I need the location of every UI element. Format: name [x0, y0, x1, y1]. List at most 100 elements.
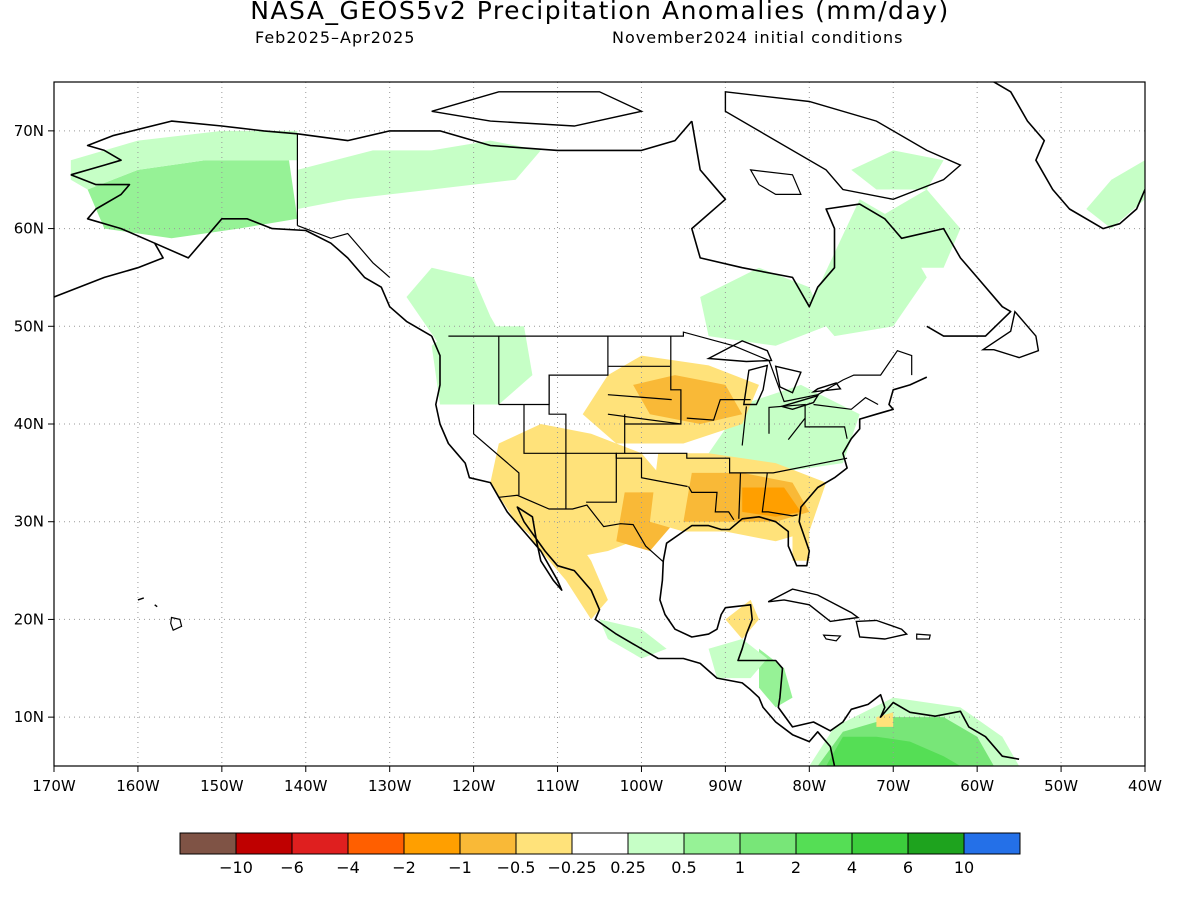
colorbar: −10 −6 −4 −2 −1 −0.5 −0.25 0.25 0.5 1 2 4 6 10 — [179, 832, 1021, 877]
lat-tick-label: 60N — [14, 220, 44, 238]
oahu — [154, 604, 158, 608]
axis-ticks: 170W 160W 150W 140W 130W 120W 110W 100W 90W 80W 70… — [14, 122, 1162, 795]
colorbar-label: 0.5 — [671, 858, 696, 877]
lon-tick-label: 170W — [32, 777, 76, 795]
alaska-south-coast — [154, 218, 433, 337]
greenland-west-coast — [992, 82, 1145, 230]
anomaly-patch — [859, 189, 961, 268]
lon-tick-label: 110W — [536, 777, 580, 795]
cuba — [767, 588, 860, 623]
colorbar-swatch — [851, 832, 909, 855]
lat-tick-label: 10N — [14, 708, 44, 726]
state-border — [761, 472, 798, 517]
colorbar-label: −10 — [219, 858, 253, 877]
colorbar-label: 6 — [903, 858, 913, 877]
graticule — [54, 82, 1145, 766]
colorbar-label: 4 — [847, 858, 857, 877]
state-border — [813, 396, 879, 410]
initial-conditions-label: November2024 initial conditions — [612, 28, 904, 47]
state-border — [741, 406, 747, 446]
newfoundland — [980, 310, 1040, 359]
colorbar-swatch — [739, 832, 797, 855]
lon-tick-label: 40W — [1128, 777, 1162, 795]
colorbar-swatch — [179, 832, 237, 855]
anomaly-patch — [633, 375, 743, 424]
forecast-period: Feb2025–Apr2025 — [255, 28, 416, 47]
state-border — [548, 375, 567, 509]
colorbar-swatch — [515, 832, 573, 855]
colorbar-swatch — [627, 832, 685, 855]
state-border — [607, 394, 672, 401]
anomaly-patch — [515, 502, 608, 620]
colorbar-label: 2 — [791, 858, 801, 877]
lon-tick-label: 130W — [368, 777, 412, 795]
colorbar-label: 10 — [954, 858, 974, 877]
state-border — [624, 452, 848, 474]
canada-arctic-coast — [297, 120, 693, 152]
state-border — [607, 336, 682, 425]
lat-tick-label: 70N — [14, 122, 44, 140]
colorbar-swatch — [403, 832, 461, 855]
lon-tick-label: 70W — [876, 777, 910, 795]
anomaly-patch — [700, 267, 827, 346]
hawaii — [170, 616, 183, 632]
lake-erie — [779, 394, 820, 411]
lake-michigan — [742, 364, 769, 406]
colorbar-label: −4 — [336, 858, 360, 877]
lon-tick-label: 120W — [452, 777, 496, 795]
anomaly-patch — [431, 326, 533, 405]
colorbar-swatch — [795, 832, 853, 855]
anomaly-patch — [1086, 160, 1145, 229]
map-title: NASA_GEOS5v2 Precipitation Anomalies (mm… — [250, 0, 950, 25]
hispaniola — [855, 619, 909, 640]
lon-tick-label: 150W — [200, 777, 244, 795]
anomaly-patch — [792, 531, 810, 561]
baffin-island — [724, 91, 962, 201]
colorbar-swatch — [459, 832, 517, 855]
lon-tick-label: 90W — [708, 777, 742, 795]
colorbar-label: 1 — [735, 858, 745, 877]
anomaly-patch — [599, 619, 667, 659]
alaska-north-coast — [70, 120, 298, 176]
anomaly-shading — [70, 130, 1145, 766]
lat-tick-label: 20N — [14, 610, 44, 628]
lat-tick-label: 50N — [14, 317, 44, 335]
colorbar-swatch — [347, 832, 405, 855]
us-mexico-border — [498, 494, 664, 563]
colorbar-swatch — [963, 832, 1021, 855]
state-border — [768, 403, 848, 439]
southampton-island — [749, 169, 802, 195]
colorbar-label: −0.5 — [497, 858, 536, 877]
state-border — [686, 399, 751, 421]
pacific-coast — [430, 335, 836, 766]
victoria-island — [431, 91, 644, 127]
alaska-west-coast — [54, 174, 164, 298]
atlantic-gulf-coast — [659, 376, 1020, 760]
lake-huron — [774, 365, 802, 394]
anomaly-patch — [851, 150, 944, 190]
colorbar-swatch — [571, 832, 629, 855]
alaska-panhandle-border — [297, 225, 391, 278]
lake-ontario — [810, 382, 842, 393]
colorbar-swatch — [291, 832, 349, 855]
colorbar-label: 0.25 — [610, 858, 646, 877]
lon-tick-label: 100W — [620, 777, 664, 795]
lake-superior — [706, 340, 773, 363]
colorbar-label: −1 — [448, 858, 472, 877]
lat-tick-label: 30N — [14, 513, 44, 531]
lon-tick-label: 160W — [116, 777, 160, 795]
hudson-labrador-coast — [690, 120, 1012, 337]
state-border — [473, 404, 520, 496]
kauai — [137, 597, 145, 601]
anomaly-patch — [759, 648, 793, 708]
colorbar-label: −6 — [280, 858, 304, 877]
lon-tick-label: 140W — [284, 777, 328, 795]
colorbar-label: −2 — [392, 858, 416, 877]
state-border — [687, 486, 735, 521]
lat-tick-label: 40N — [14, 415, 44, 433]
state-border — [787, 417, 806, 440]
anomaly-patch — [70, 130, 298, 190]
jamaica — [822, 634, 842, 642]
